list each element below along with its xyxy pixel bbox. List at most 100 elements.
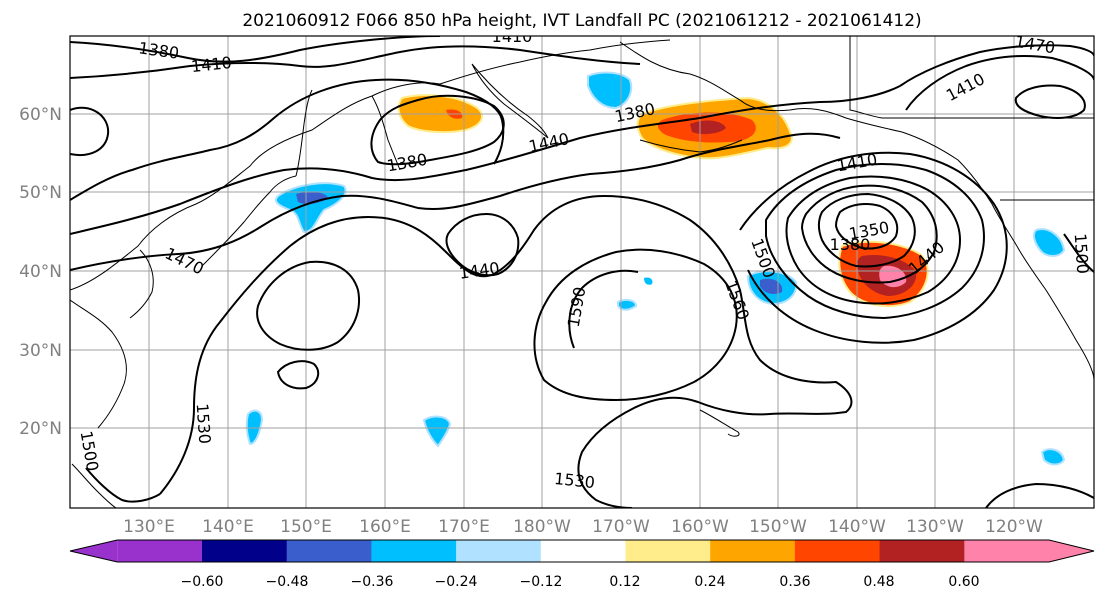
- contour-1380-low: [818, 192, 916, 268]
- contour-1590: [568, 269, 639, 349]
- colorbar-label-9: 0.48: [863, 574, 894, 590]
- map-area: 1380 1410 1410 1470 1410 1380 1380 1440 …: [70, 27, 1094, 508]
- contour-1500-asia: [85, 467, 161, 503]
- map-background: [70, 36, 1094, 508]
- map-title: 2021060912 F066 850 hPa height, IVT Land…: [242, 11, 921, 31]
- colorbar-segment: [117, 540, 203, 562]
- coast-china: [70, 299, 127, 429]
- contour-label-21: 1500: [1071, 233, 1093, 275]
- colorbar-label-8: 0.36: [779, 574, 810, 590]
- colorbar-label-2: −0.48: [266, 574, 309, 590]
- contour-1410-north: [70, 45, 641, 79]
- lat-label-50n: 50°N: [19, 183, 62, 203]
- colorbar-segment: [540, 540, 626, 562]
- lon-label-140e: 140°E: [202, 517, 254, 537]
- ivt-negative-small4: [1040, 448, 1066, 466]
- latitude-labels: 60°N 50°N 40°N 30°N 20°N: [19, 105, 62, 439]
- contour-label-19: 1530: [553, 469, 595, 492]
- colorbar-segment: [710, 540, 796, 562]
- colorbar-label-4: −0.24: [435, 574, 478, 590]
- contour-label-10: 1380: [830, 235, 871, 254]
- contour-1530-blob: [445, 212, 520, 277]
- ivt-negative-pac-east-core: [760, 278, 783, 294]
- coastlines: [70, 36, 1094, 508]
- coast-okhotsk-shore: [371, 95, 401, 171]
- lon-label-160e: 160°E: [359, 517, 411, 537]
- lon-label-130w: 130°W: [906, 517, 964, 537]
- colorbar-segment: [794, 540, 881, 562]
- colorbar-segments: [69, 539, 1095, 563]
- colorbar-label-3: −0.36: [351, 574, 394, 590]
- contour-1590-small: [276, 360, 320, 390]
- ivt-negative-small3: [644, 277, 653, 285]
- lon-label-170w: 170°W: [592, 517, 650, 537]
- contour-label-2: 1410: [190, 53, 232, 76]
- ivt-negative-kamchatka: [587, 71, 633, 110]
- contour-1380-north: [70, 36, 441, 63]
- ivt-negative-hawaii-west: [422, 415, 452, 448]
- coast-korea: [129, 249, 154, 319]
- colorbar-extend-high: [1049, 540, 1094, 562]
- lon-label-140w: 140°W: [828, 517, 886, 537]
- contour-1440: [70, 85, 901, 235]
- colorbar-label-10: 0.60: [948, 574, 979, 590]
- colorbar-label-5: −0.12: [520, 574, 563, 590]
- lon-label-160w: 160°W: [671, 517, 729, 537]
- ivt-negative-japan: [274, 182, 347, 234]
- contour-1410-low: [800, 184, 938, 284]
- colorbar-segment: [964, 540, 1050, 562]
- colorbar: −0.60 −0.48 −0.36 −0.24 −0.12 0.12 0.24 …: [69, 539, 1095, 590]
- ivt-negative-california: [1032, 228, 1066, 257]
- contour-1380-canada: [1014, 84, 1086, 119]
- lat-label-40n: 40°N: [19, 262, 62, 282]
- colorbar-segment: [879, 540, 965, 562]
- contour-1350-low: [834, 203, 899, 250]
- lon-label-120w: 120°W: [985, 517, 1043, 537]
- map-frame: [69, 35, 1095, 509]
- coast-canada-border: [849, 36, 1094, 119]
- lon-label-150w: 150°W: [749, 517, 807, 537]
- coast-philippines: [71, 463, 117, 508]
- colorbar-label-1: −0.60: [181, 574, 224, 590]
- colorbar-labels: −0.60 −0.48 −0.36 −0.24 −0.12 0.12 0.24 …: [181, 574, 980, 590]
- contour-label-3: 1410: [492, 27, 533, 46]
- colorbar-segment: [202, 540, 288, 562]
- contour-1560-west: [256, 260, 360, 351]
- contour-1560: [533, 248, 738, 402]
- coast-kamchatka: [471, 63, 549, 139]
- colorbar-segment: [371, 540, 457, 562]
- gridlines: [70, 36, 1094, 508]
- longitude-labels: 130°E 140°E 150°E 160°E 170°E 180°W 170°…: [123, 517, 1043, 537]
- contour-1470-low: [765, 163, 985, 320]
- coast-sakhalin: [295, 89, 313, 177]
- contour-1500-bottom: [985, 482, 1094, 508]
- colorbar-extend-low: [70, 540, 118, 562]
- lat-label-30n: 30°N: [19, 341, 62, 361]
- colorbar-segment: [456, 540, 542, 562]
- colorbar-segment: [625, 540, 711, 562]
- colorbar-label-7: 0.24: [694, 574, 725, 590]
- coast-alaska: [619, 41, 1094, 381]
- contour-1380-asia: [70, 106, 110, 156]
- contour-1500-westcoast: [1063, 233, 1094, 273]
- coast-hawaii: [699, 409, 740, 437]
- lon-label-170e: 170°E: [438, 517, 490, 537]
- contour-1380-okhotsk: [370, 94, 505, 166]
- contour-label-4: 1470: [1013, 32, 1056, 58]
- lon-label-180w: 180°W: [513, 517, 571, 537]
- lon-label-150e: 150°E: [280, 517, 332, 537]
- colorbar-segment: [286, 540, 372, 562]
- contour-1470: [70, 132, 841, 271]
- ivt-positive-bering-max: [690, 120, 726, 135]
- contour-1500-east: [739, 151, 1008, 344]
- contour-1530-pacific: [159, 194, 853, 508]
- contour-1410-asia: [70, 78, 505, 201]
- contour-1440-low: [785, 175, 962, 305]
- lon-label-130e: 130°E: [123, 517, 175, 537]
- colorbar-outline: [69, 539, 1095, 563]
- colorbar-label-6: 0.12: [609, 574, 640, 590]
- lat-label-60n: 60°N: [19, 105, 62, 125]
- coast-aleutians: [639, 139, 743, 153]
